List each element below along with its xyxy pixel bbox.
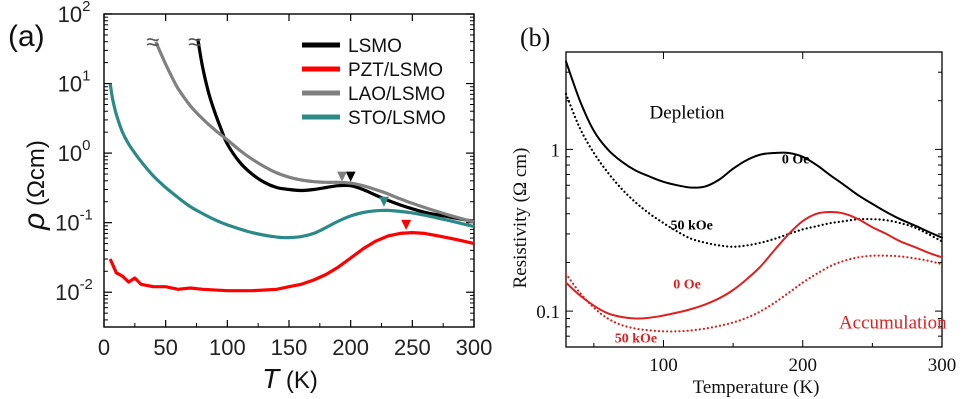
series-line-accumulation-50-koe bbox=[564, 254, 944, 333]
panel-a: 0 50 100 150 200 250 300 102 101 100 10-1 10-2 ≈ ≈ LSM… bbox=[8, 0, 492, 394]
y-tick-label-a: 10-2 bbox=[55, 276, 93, 305]
y-axis-label-a: ρ (Ωcm) bbox=[18, 140, 51, 231]
annotation-0-oe: 0 Oe bbox=[782, 152, 810, 167]
annotation-50-koe: 50 kOe bbox=[670, 218, 712, 233]
series-line-depletion-50-koe bbox=[564, 92, 944, 248]
x-tick-label-a: 100 bbox=[209, 335, 246, 360]
peak-marker-sto-lsmo bbox=[378, 196, 389, 207]
peak-marker-pzt-lsmo bbox=[401, 219, 412, 230]
series-line-depletion-0-oe bbox=[565, 60, 943, 239]
x-tick-label-a: 250 bbox=[394, 335, 431, 360]
series-line-lsmo bbox=[196, 38, 475, 223]
legend-label: STO/LSMO bbox=[348, 108, 446, 129]
annotation-accumulation: Accumulation bbox=[839, 313, 947, 334]
panel-b: 100 200 300 1 0.1 Depletion 0 Oe 50 kOe 0 Oe 50 k… bbox=[510, 23, 956, 398]
y-axis-label-b: Resistivity (Ω cm) bbox=[510, 148, 531, 289]
panel-label-b: (b) bbox=[520, 23, 550, 52]
y-tick-label-a: 100 bbox=[58, 137, 91, 166]
y-tick-label-b: 1 bbox=[551, 140, 561, 161]
x-tick-label-a: 150 bbox=[271, 335, 308, 360]
annotation-0-oe: 0 Oe bbox=[673, 277, 701, 292]
legend-label: PZT/LSMO bbox=[348, 60, 443, 81]
x-axis-label-b: Temperature (K) bbox=[693, 377, 820, 398]
annotation-50-koe: 50 kOe bbox=[615, 331, 657, 346]
x-tick-label-a: 300 bbox=[456, 335, 493, 360]
series-line-sto-lsmo bbox=[108, 83, 475, 240]
x-tick-label-b: 200 bbox=[788, 355, 817, 376]
peak-marker-lao-lsmo bbox=[337, 171, 348, 182]
y-tick-label-a: 10-1 bbox=[55, 207, 93, 236]
legend-label: LSMO bbox=[348, 36, 402, 57]
x-tick-label-a: 0 bbox=[98, 335, 110, 360]
legend-label: LAO/LSMO bbox=[348, 84, 445, 105]
x-tick-label-a: 200 bbox=[332, 335, 369, 360]
plot-frame-b bbox=[565, 51, 943, 348]
x-tick-label-b: 300 bbox=[928, 355, 957, 376]
y-tick-label-a: 102 bbox=[58, 0, 91, 27]
y-tick-label-a: 101 bbox=[58, 68, 91, 97]
x-tick-label-b: 100 bbox=[649, 355, 678, 376]
series-line-accumulation-0-oe bbox=[565, 210, 943, 320]
panel-label-a: (a) bbox=[8, 20, 45, 53]
peak-marker-lsmo bbox=[345, 171, 356, 182]
x-tick-label-a: 50 bbox=[153, 335, 177, 360]
axis-break-symbol: ≈ bbox=[146, 29, 159, 56]
x-axis-label-a: T (K) bbox=[262, 363, 318, 394]
axis-break-symbol: ≈ bbox=[188, 29, 201, 56]
y-tick-label-b: 0.1 bbox=[536, 302, 560, 323]
series-line-lao-lsmo bbox=[154, 41, 475, 224]
annotation-depletion: Depletion bbox=[650, 103, 725, 124]
series-line-pzt-lsmo bbox=[108, 231, 475, 293]
